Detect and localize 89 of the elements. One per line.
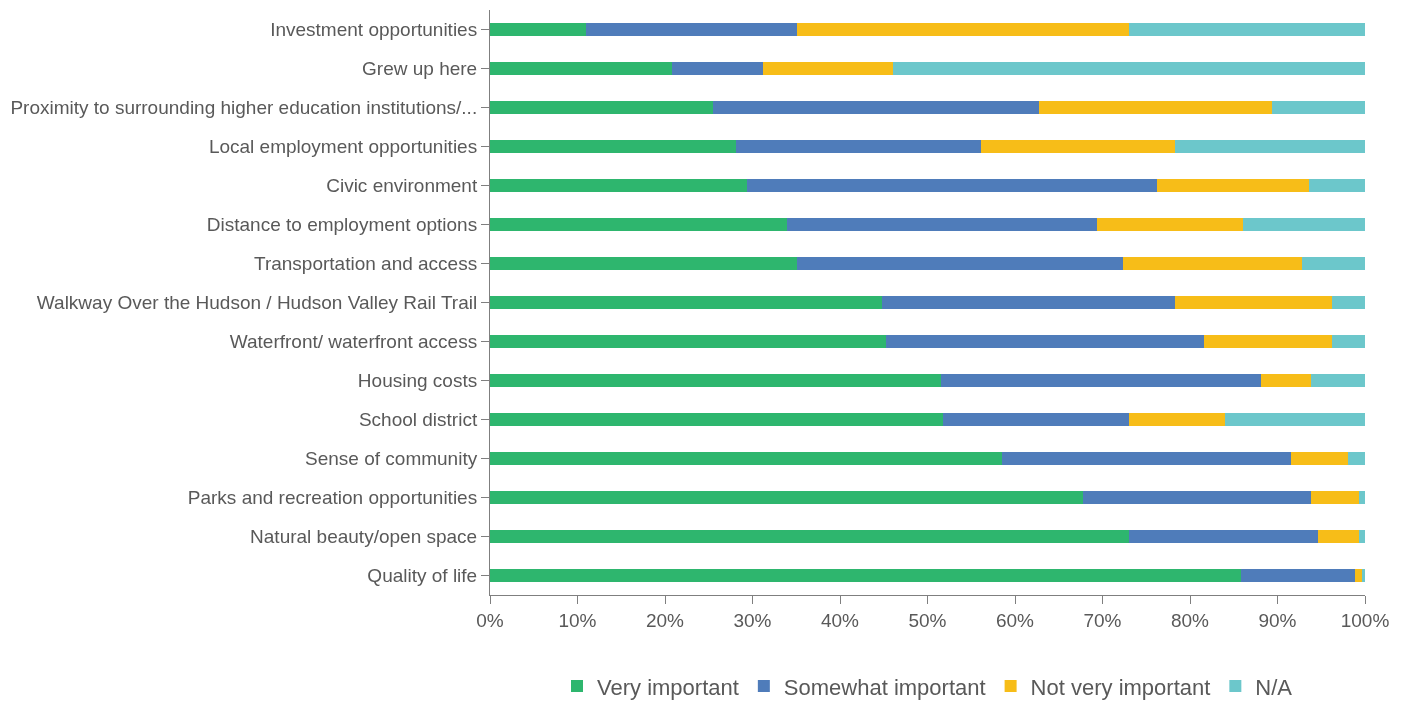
bar <box>1156 179 1309 192</box>
bar <box>490 569 1241 582</box>
y-tick-label: Transportation and access <box>254 253 478 275</box>
bar <box>1310 374 1365 387</box>
x-tick-label: 90% <box>1258 609 1297 631</box>
bar <box>1225 413 1365 426</box>
bar <box>1310 491 1359 504</box>
y-tick-label: Quality of life <box>367 565 478 587</box>
x-tick-label: 20% <box>645 609 685 631</box>
bar <box>747 179 1157 192</box>
y-tick-label: Investment opportunities <box>270 19 478 41</box>
bar <box>586 23 798 36</box>
y-tick-label: Civic environment <box>326 175 478 197</box>
bar <box>1347 452 1365 465</box>
bar <box>490 101 714 114</box>
bar <box>1038 101 1273 114</box>
bar <box>490 179 748 192</box>
bar <box>1290 452 1348 465</box>
bar <box>735 140 981 153</box>
bar <box>490 62 672 75</box>
bar <box>1260 374 1311 387</box>
bar <box>980 140 1176 153</box>
bar <box>786 218 1098 231</box>
bar <box>490 413 944 426</box>
bar <box>1309 179 1365 192</box>
bar <box>1331 335 1365 348</box>
y-tick-label: Grew up here <box>362 58 478 80</box>
bar <box>490 140 736 153</box>
bar <box>1240 569 1355 582</box>
bar <box>1272 101 1365 114</box>
legend-label: Not very important <box>1030 674 1211 700</box>
bar <box>797 257 1123 270</box>
x-tick-label: 60% <box>995 609 1035 631</box>
bar <box>943 413 1129 426</box>
bar <box>1302 257 1365 270</box>
bar <box>490 23 587 36</box>
y-tick-label: Housing costs <box>357 370 478 392</box>
x-tick-label: 40% <box>820 609 860 631</box>
y-tick-label: Proximity to surrounding higher education institutions/... <box>10 97 478 119</box>
y-tick-label: Parks and recreation opportunities <box>187 487 478 509</box>
x-tick-label: 0% <box>476 609 504 631</box>
bar <box>1097 218 1243 231</box>
x-tick-label: 10% <box>558 609 597 631</box>
y-tick-label: Walkway Over the Hudson / Hudson Valley Rail Trail <box>36 292 478 314</box>
bar <box>1175 140 1365 153</box>
bar <box>1331 296 1365 309</box>
bar <box>940 374 1261 387</box>
bar <box>763 62 893 75</box>
legend-label: N/A <box>1255 674 1293 700</box>
legend-label: Very important <box>597 674 739 700</box>
bar <box>1317 530 1359 543</box>
bar <box>490 374 941 387</box>
legend-label: Somewhat important <box>783 674 986 700</box>
bar <box>713 101 1039 114</box>
bar <box>797 23 1129 36</box>
bar <box>1358 530 1365 543</box>
bar <box>882 296 1176 309</box>
bar <box>1128 23 1365 36</box>
bar <box>490 257 798 270</box>
bar <box>490 491 1084 504</box>
y-tick-label: School district <box>358 409 478 431</box>
y-tick-label: Waterfront/ waterfront access <box>229 331 478 353</box>
bar <box>1175 296 1332 309</box>
bar <box>490 296 882 309</box>
y-tick-label: Sense of community <box>305 448 478 470</box>
bar <box>1354 569 1362 582</box>
bar <box>490 530 1129 543</box>
bar <box>1083 491 1311 504</box>
bar <box>1128 413 1225 426</box>
x-tick-label: 50% <box>908 609 947 631</box>
bar <box>1122 257 1302 270</box>
bar <box>490 218 787 231</box>
x-tick-label: 100% <box>1340 609 1390 631</box>
x-tick-label: 30% <box>733 609 772 631</box>
bar <box>490 335 887 348</box>
bar <box>1204 335 1332 348</box>
y-tick-label: Distance to employment options <box>206 214 478 236</box>
x-tick-label: 70% <box>1083 609 1122 631</box>
y-tick-label: Local employment opportunities <box>208 136 478 158</box>
x-tick-label: 80% <box>1170 609 1210 631</box>
bar <box>490 452 1002 465</box>
bar <box>1001 452 1291 465</box>
bar <box>1358 491 1365 504</box>
bar <box>1242 218 1365 231</box>
bar <box>672 62 763 75</box>
bar <box>1128 530 1318 543</box>
y-tick-label: Natural beauty/open space <box>250 526 478 548</box>
bar <box>886 335 1204 348</box>
bar <box>892 62 1365 75</box>
